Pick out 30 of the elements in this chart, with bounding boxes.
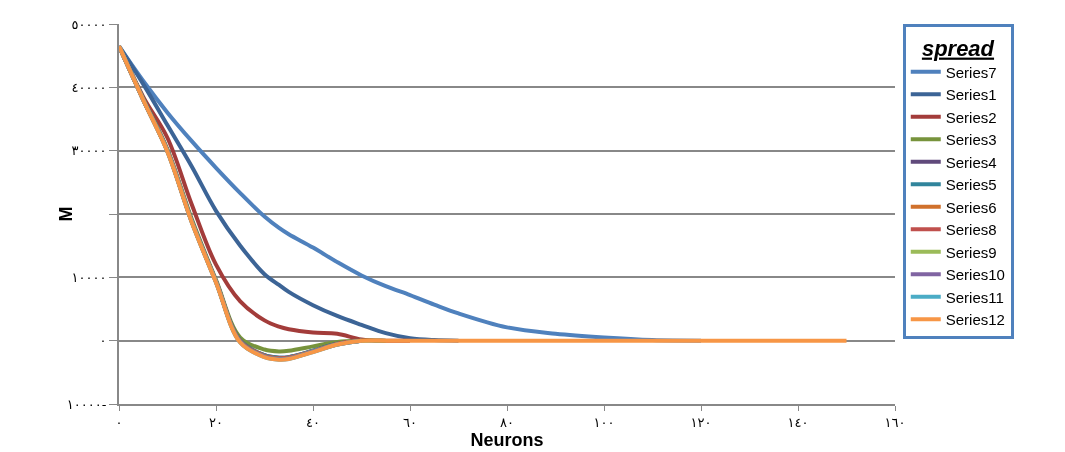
y-tick-label: ٠ [99, 333, 107, 349]
legend-label: Series2 [945, 108, 997, 126]
y-tick-label: ٣٠٠٠٠ [71, 143, 107, 159]
x-tick-label: ٨٠ [500, 414, 514, 430]
legend-label: Series10 [945, 266, 1005, 284]
legend-label: Series6 [945, 198, 997, 216]
legend-label: Series8 [945, 221, 997, 239]
x-tick-label: ٦٠ [403, 414, 417, 430]
x-axis-title: Neurons [470, 429, 544, 450]
legend-label: Series12 [945, 311, 1005, 329]
x-tick-label: ١٤٠ [787, 414, 809, 430]
legend-label: Series11 [945, 288, 1004, 306]
legend-label: Series4 [945, 153, 997, 171]
x-tick-label: ١٦٠ [884, 414, 906, 430]
legend-label: Series3 [945, 131, 997, 149]
legend-label: Series1 [945, 86, 997, 104]
x-tick-label: ١٠٠ [593, 414, 615, 430]
legend-label: Series7 [945, 63, 997, 81]
x-tick-label: ٤٠ [306, 414, 320, 430]
y-tick-label: ١٠٠٠٠- [66, 396, 107, 412]
x-tick-label: ١٢٠ [690, 414, 712, 430]
y-tick-label: ١٠٠٠٠ [71, 269, 107, 285]
legend-label: Series5 [945, 176, 997, 194]
x-tick-label: ٢٠ [209, 414, 223, 430]
legend-label: Series9 [945, 243, 997, 261]
y-axis-title: M [56, 206, 76, 222]
y-tick-label: ٤٠٠٠٠ [71, 79, 107, 95]
x-tick-label: ٠ [115, 414, 123, 430]
y-tick-label: ٥٠٠٠٠ [71, 16, 107, 32]
legend-title: spread [921, 35, 995, 61]
